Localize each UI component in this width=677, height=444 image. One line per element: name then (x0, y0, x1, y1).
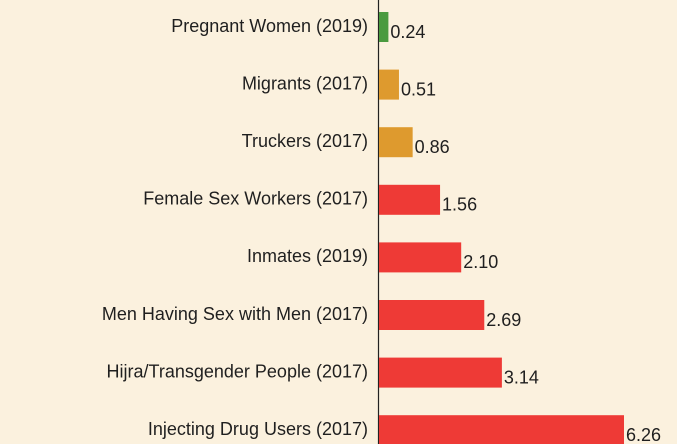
value-label: 0.51 (401, 79, 436, 99)
category-label: Pregnant Women (2019) (171, 16, 368, 36)
value-label: 2.10 (463, 252, 498, 272)
bar (379, 69, 399, 100)
category-label: Men Having Sex with Men (2017) (102, 304, 368, 324)
category-label: Hijra/Transgender People (2017) (107, 361, 368, 381)
value-label: 0.24 (390, 22, 425, 42)
category-label: Inmates (2019) (247, 246, 368, 266)
category-label: Truckers (2017) (242, 131, 368, 151)
bar (379, 242, 462, 273)
bar (379, 127, 413, 158)
value-label: 6.26 (626, 425, 661, 444)
bar (379, 357, 502, 388)
value-label: 3.14 (504, 367, 539, 387)
value-label: 0.86 (415, 137, 450, 157)
category-label: Female Sex Workers (2017) (143, 189, 368, 209)
bar (379, 12, 389, 42)
value-label: 2.69 (486, 310, 521, 330)
bar (379, 184, 441, 215)
category-label: Migrants (2017) (242, 73, 368, 93)
bar (379, 300, 485, 330)
value-label: 1.56 (442, 195, 477, 215)
category-label: Injecting Drug Users (2017) (148, 419, 368, 439)
bar (379, 415, 624, 444)
